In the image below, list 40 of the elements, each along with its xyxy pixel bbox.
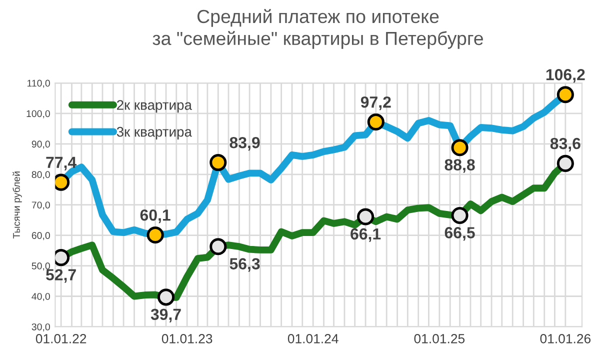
data-label: 83,6: [550, 138, 580, 152]
y-axis-title: Тысячи рублей: [12, 172, 22, 239]
y-tick-label: 70,0: [32, 202, 50, 210]
x-tick-label: 01.01.22: [36, 334, 86, 344]
data-label: 39,7: [150, 308, 181, 322]
legend-label: 2к квартира: [117, 100, 192, 113]
x-tick-label: 01.01.25: [414, 334, 465, 344]
point: [357, 208, 374, 226]
chart-title: Средний платеж по ипотеке за "семейные" квартиры в Петербурге: [152, 9, 483, 49]
data-label: 97,2: [360, 96, 391, 110]
x-tick-label: 01.01.23: [162, 334, 212, 344]
data-label: 106,2: [546, 69, 585, 83]
y-tick-label: 110,0: [27, 80, 50, 88]
point: [367, 113, 384, 131]
y-tick-label: 30,0: [32, 323, 50, 332]
data-label: 60,1: [140, 209, 170, 224]
point: [556, 86, 574, 104]
data-label: 66,1: [350, 228, 381, 242]
y-tick-label: 80,0: [32, 171, 50, 180]
point: [157, 288, 175, 306]
y-tick-label: 100,0: [26, 110, 50, 118]
x-tick-label: 01.01.26: [540, 334, 591, 344]
data-label: 83,9: [230, 136, 260, 151]
data-label: 77,4: [46, 156, 77, 170]
data-label: 88,8: [444, 159, 475, 173]
point: [210, 154, 227, 172]
x-tick-label: 01.01.24: [288, 334, 338, 344]
y-tick-label: 40,0: [32, 292, 50, 302]
point: [556, 154, 574, 172]
data-label: 52,7: [46, 269, 76, 283]
point: [146, 226, 164, 244]
legend-label: 3к квартира: [116, 126, 192, 140]
point: [451, 139, 468, 156]
point: [210, 238, 227, 256]
data-label: 66,5: [444, 227, 475, 241]
point: [451, 206, 468, 224]
data-label: 56,3: [230, 258, 260, 272]
y-tick-label: 90,0: [32, 140, 50, 149]
y-tick-label: 50,0: [32, 262, 50, 271]
y-tick-label: 60,0: [32, 232, 50, 240]
